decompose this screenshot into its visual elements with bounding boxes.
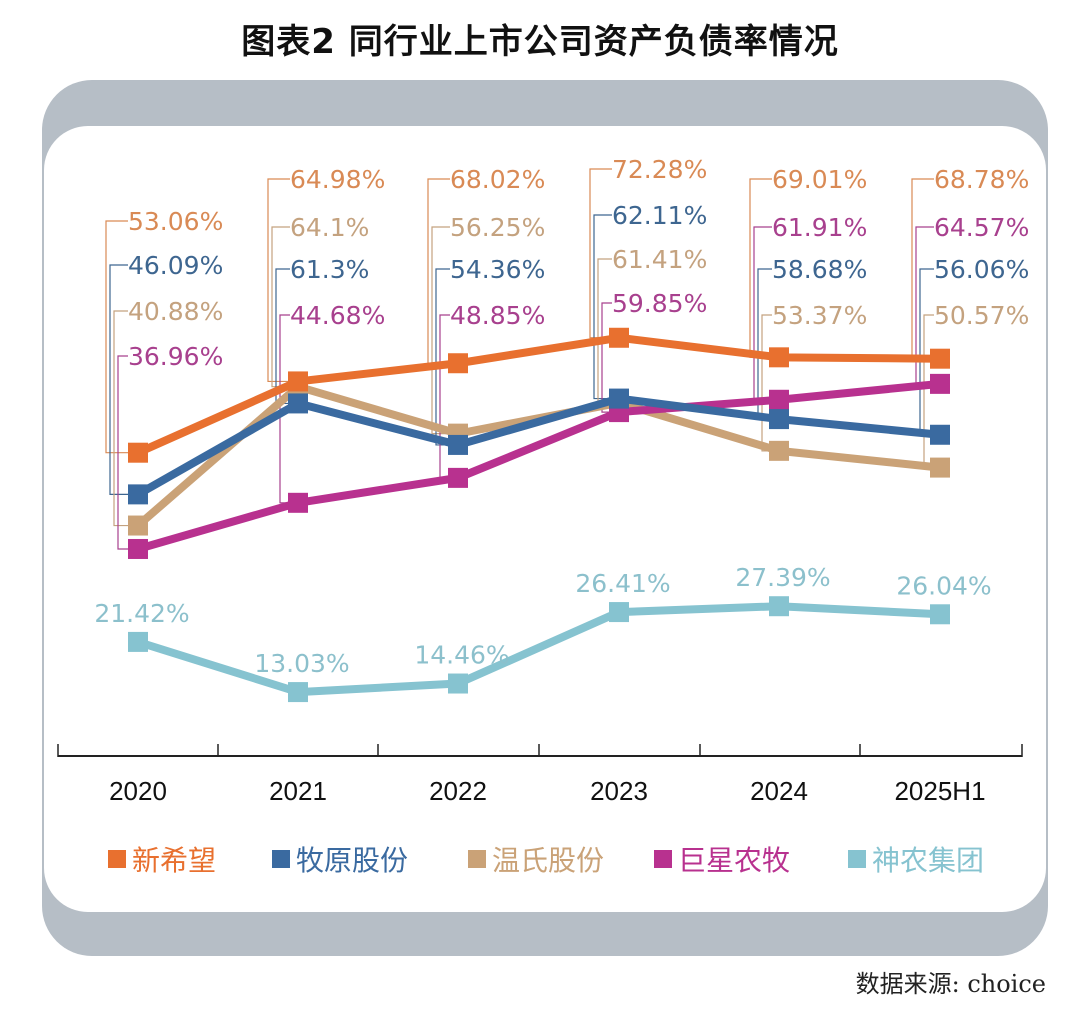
legend-label: 神农集团	[872, 844, 984, 877]
data-point-marker	[930, 348, 950, 369]
data-label: 13.03%	[254, 649, 349, 678]
data-point-marker	[769, 596, 789, 617]
data-point-marker	[288, 393, 308, 414]
data-point-marker	[609, 327, 629, 348]
data-label: 27.39%	[735, 563, 830, 592]
series-line	[135, 382, 941, 529]
data-label: 56.25%	[450, 213, 545, 242]
callout-leader	[105, 220, 132, 454]
data-label: 36.96%	[128, 342, 223, 371]
data-label: 61.3%	[290, 255, 369, 284]
data-label: 50.57%	[934, 301, 1029, 330]
data-label: 14.46%	[414, 641, 509, 670]
x-tick-label: 2021	[269, 776, 327, 806]
callout-leader	[271, 226, 292, 388]
chart-title: 图表2 同行业上市公司资产负债率情况	[241, 22, 839, 62]
chart-card	[44, 126, 1046, 912]
data-source: 数据来源: choice	[855, 970, 1046, 998]
x-tick-label: 2023	[590, 776, 648, 806]
data-label: 61.91%	[772, 213, 867, 242]
shennong-labels: 21.42% 13.03% 14.46% 26.41% 27.39% 26.04%	[94, 563, 991, 678]
data-point-marker	[448, 467, 468, 488]
data-label: 46.09%	[128, 251, 223, 280]
data-label: 69.01%	[772, 165, 867, 194]
data-point-marker	[769, 440, 789, 461]
data-label: 40.88%	[128, 297, 223, 326]
x-tick-label: 2025H1	[894, 776, 985, 806]
data-point-marker	[609, 602, 629, 623]
data-label: 62.11%	[612, 201, 707, 230]
data-label: 59.85%	[612, 289, 707, 318]
legend: 新希望 牧原股份 温氏股份 巨星农牧 神农集团	[108, 844, 984, 877]
data-label: 26.41%	[575, 569, 670, 598]
data-label: 68.02%	[450, 165, 545, 194]
x-tick-label: 2020	[109, 776, 167, 806]
data-point-marker	[128, 442, 148, 463]
series-lines	[128, 327, 950, 703]
data-label: 64.98%	[290, 165, 385, 194]
data-point-marker	[288, 682, 308, 703]
legend-swatch	[468, 850, 486, 868]
data-point-marker	[448, 434, 468, 455]
legend-label: 牧原股份	[296, 844, 408, 877]
series-line	[136, 602, 941, 697]
data-point-marker	[288, 371, 308, 392]
data-label: 61.41%	[612, 245, 707, 274]
legend-label: 温氏股份	[492, 844, 604, 877]
callout-leader	[113, 310, 132, 527]
data-label: 54.36%	[450, 255, 545, 284]
x-axis: 2020 2021 2022 2023 2024 2025H1	[57, 744, 1023, 806]
data-point-marker	[930, 457, 950, 478]
callout-leader	[431, 226, 452, 435]
legend-swatch	[654, 850, 672, 868]
data-label: 64.1%	[290, 213, 369, 242]
callout-leader	[753, 226, 773, 401]
data-point-marker	[128, 484, 148, 505]
callout-leader	[761, 314, 773, 452]
legend-label: 新希望	[132, 844, 216, 877]
data-point-marker	[769, 347, 789, 368]
data-point-marker	[930, 604, 950, 625]
data-point-marker	[930, 373, 950, 394]
data-label: 48.85%	[450, 301, 545, 330]
legend-swatch	[272, 850, 290, 868]
data-point-marker	[288, 492, 308, 513]
data-label: 44.68%	[290, 301, 385, 330]
callout-leader	[117, 355, 132, 550]
data-label: 68.78%	[934, 165, 1029, 194]
data-label: 21.42%	[94, 599, 189, 628]
series-line	[136, 394, 941, 498]
data-label: 53.06%	[128, 207, 223, 236]
legend-label: 巨星农牧	[678, 844, 790, 877]
callout-leader	[593, 214, 613, 400]
data-point-marker	[128, 515, 148, 536]
callout-leader	[601, 302, 613, 413]
data-label: 53.37%	[772, 301, 867, 330]
series-line	[136, 379, 941, 553]
data-label: 64.57%	[934, 213, 1029, 242]
legend-swatch	[848, 850, 866, 868]
data-point-marker	[448, 673, 468, 694]
x-tick-label: 2022	[429, 776, 487, 806]
data-label: 26.04%	[896, 571, 991, 600]
data-point-marker	[930, 424, 950, 445]
legend-swatch	[108, 850, 126, 868]
data-label: 56.06%	[934, 255, 1029, 284]
callout-leader	[109, 264, 132, 495]
data-point-marker	[769, 389, 789, 410]
callout-labels: 53.06% 46.09% 40.88% 36.96% 64.98% 64.1% 61.3%…	[105, 155, 1029, 550]
data-label: 72.28%	[612, 155, 707, 184]
data-label: 58.68%	[772, 255, 867, 284]
series-line	[136, 333, 941, 457]
data-point-marker	[769, 409, 789, 430]
data-point-marker	[448, 353, 468, 374]
x-tick-label: 2024	[750, 776, 808, 806]
data-point-marker	[609, 388, 629, 409]
data-point-marker	[128, 631, 148, 652]
data-point-marker	[128, 538, 148, 559]
